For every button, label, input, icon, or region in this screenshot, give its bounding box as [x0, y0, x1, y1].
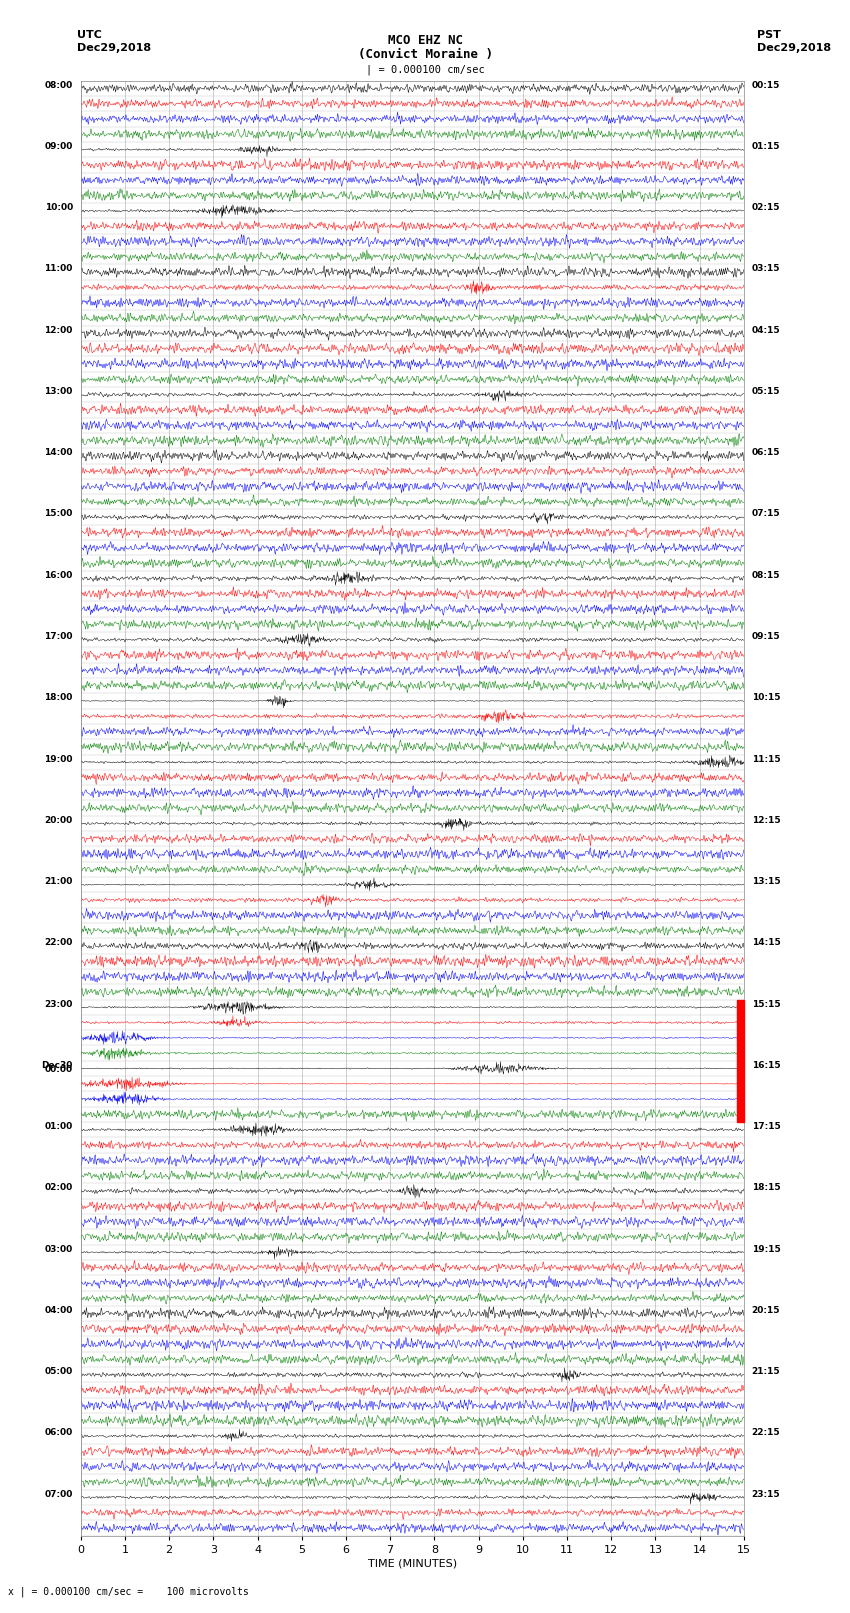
Bar [737, 1000, 744, 1123]
Text: (Convict Moraine ): (Convict Moraine ) [358, 48, 492, 61]
Text: 00:00: 00:00 [45, 1065, 73, 1074]
Text: 02:15: 02:15 [751, 203, 780, 213]
Text: 15:15: 15:15 [751, 1000, 780, 1008]
Text: 12:00: 12:00 [44, 326, 73, 334]
Text: 07:15: 07:15 [751, 510, 780, 518]
Text: 08:00: 08:00 [44, 81, 73, 90]
Text: 00:15: 00:15 [751, 81, 780, 90]
Text: 18:15: 18:15 [751, 1184, 780, 1192]
Text: 04:15: 04:15 [751, 326, 780, 334]
Text: 06:00: 06:00 [44, 1429, 73, 1437]
Text: UTC: UTC [76, 31, 101, 40]
Text: 07:00: 07:00 [44, 1490, 73, 1498]
Text: 20:15: 20:15 [751, 1307, 780, 1315]
Text: 11:00: 11:00 [44, 265, 73, 274]
Text: x | = 0.000100 cm/sec =    100 microvolts: x | = 0.000100 cm/sec = 100 microvolts [8, 1586, 249, 1597]
Text: 09:15: 09:15 [751, 632, 780, 640]
Text: 05:00: 05:00 [44, 1368, 73, 1376]
Text: 10:15: 10:15 [751, 694, 780, 702]
Text: 17:15: 17:15 [751, 1123, 780, 1131]
Text: 06:15: 06:15 [751, 448, 780, 456]
Text: 16:00: 16:00 [44, 571, 73, 579]
Text: 19:00: 19:00 [44, 755, 73, 763]
Text: 16:15: 16:15 [751, 1061, 780, 1069]
Text: 20:00: 20:00 [44, 816, 73, 824]
Text: MCO EHZ NC: MCO EHZ NC [388, 34, 462, 47]
Text: Dec29,2018: Dec29,2018 [76, 44, 150, 53]
Text: 23:15: 23:15 [751, 1490, 780, 1498]
Text: Dec29,2018: Dec29,2018 [756, 44, 830, 53]
Text: 21:00: 21:00 [44, 877, 73, 886]
Text: 03:15: 03:15 [751, 265, 780, 274]
Text: 21:15: 21:15 [751, 1368, 780, 1376]
Text: 09:00: 09:00 [44, 142, 73, 152]
Text: 03:00: 03:00 [44, 1245, 73, 1253]
Text: 10:00: 10:00 [44, 203, 73, 213]
Text: 08:15: 08:15 [751, 571, 780, 579]
Text: 17:00: 17:00 [44, 632, 73, 640]
X-axis label: TIME (MINUTES): TIME (MINUTES) [368, 1558, 456, 1569]
Text: 01:15: 01:15 [751, 142, 780, 152]
Text: 14:15: 14:15 [751, 939, 780, 947]
Text: 15:00: 15:00 [44, 510, 73, 518]
Text: 02:00: 02:00 [44, 1184, 73, 1192]
Text: 23:00: 23:00 [44, 1000, 73, 1008]
Text: 22:15: 22:15 [751, 1429, 780, 1437]
Text: 22:00: 22:00 [44, 939, 73, 947]
Text: 13:00: 13:00 [44, 387, 73, 395]
Text: 04:00: 04:00 [44, 1307, 73, 1315]
Text: 13:15: 13:15 [751, 877, 780, 886]
Text: | = 0.000100 cm/sec: | = 0.000100 cm/sec [366, 65, 484, 74]
Text: 12:15: 12:15 [751, 816, 780, 824]
Text: 19:15: 19:15 [751, 1245, 780, 1253]
Text: Dec30: Dec30 [42, 1061, 73, 1069]
Text: 11:15: 11:15 [751, 755, 780, 763]
Text: 14:00: 14:00 [44, 448, 73, 456]
Text: 01:00: 01:00 [44, 1123, 73, 1131]
Text: 18:00: 18:00 [44, 694, 73, 702]
Text: 05:15: 05:15 [751, 387, 780, 395]
Text: PST: PST [756, 31, 780, 40]
